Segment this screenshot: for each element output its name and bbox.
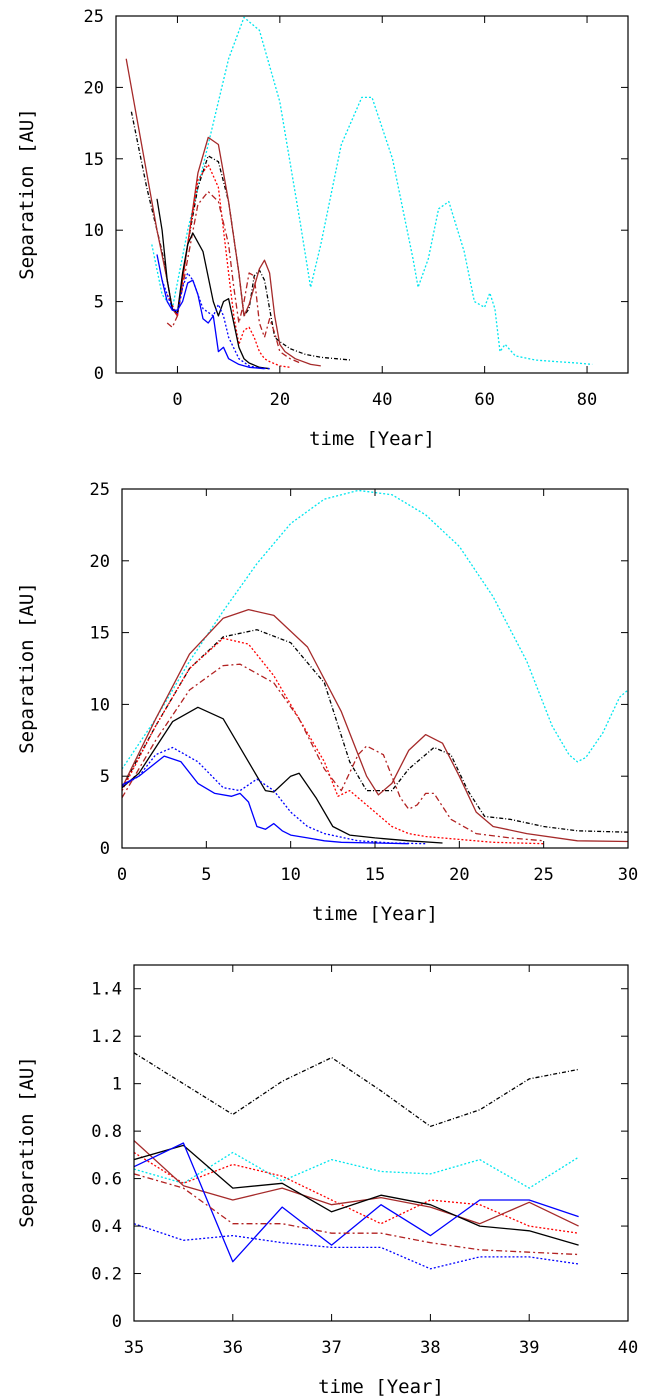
series-line-1 [151, 16, 593, 366]
x-tick-label: 10 [280, 865, 300, 885]
x-tick-label: 38 [420, 1338, 440, 1358]
x-axis-label: time [Year] [318, 1376, 444, 1398]
y-tick-label: 0.8 [91, 1122, 122, 1142]
chart-panel-top: 0 20 40 60 80 0 5 10 15 20 25 time [Year] Separation… [16, 7, 629, 450]
series-line-8 [134, 1223, 579, 1270]
y-axis-label: Separation [AU] [16, 108, 38, 280]
x-tick-label: 36 [223, 1338, 243, 1358]
y-tick-label: 10 [84, 221, 104, 241]
x-tick-label: 37 [321, 1338, 341, 1358]
y-axis-label: Separation [AU] [16, 1056, 38, 1228]
x-tick-label: 40 [372, 390, 392, 410]
y-axis-label: Separation [AU] [16, 582, 38, 754]
plot-frame [121, 488, 629, 849]
plot-frame [115, 15, 629, 374]
y-tick-label: 10 [90, 695, 110, 715]
chart-panel-bottom: 35 36 37 38 39 40 0 0.2 0.4 0.6 0.8 1 1.2 1.4 time [Ye… [16, 964, 638, 1398]
x-tick-label: 5 [201, 865, 211, 885]
y-tick-label: 0.2 [91, 1265, 122, 1285]
x-tick-label: 0 [117, 865, 127, 885]
series-line-3 [122, 608, 628, 843]
y-tick-label: 1.2 [91, 1027, 122, 1047]
series-line-5 [122, 663, 544, 842]
series-line-6 [156, 198, 270, 370]
series-line-2 [122, 629, 628, 833]
series-line-8 [156, 254, 265, 370]
x-axis-label: time [Year] [312, 903, 438, 925]
y-tick-label: 0 [112, 1312, 122, 1332]
series-line-6 [134, 1142, 579, 1263]
y-tick-label: 0 [94, 364, 104, 384]
y-tick-label: 5 [94, 293, 104, 313]
x-tick-label: 80 [577, 390, 597, 410]
y-tick-label: 0 [100, 839, 110, 859]
series-line-7 [161, 272, 270, 370]
y-tick-label: 25 [90, 480, 110, 500]
y-tick-label: 0.4 [91, 1217, 122, 1237]
series-line-7 [122, 746, 426, 845]
y-tick-label: 25 [84, 7, 104, 27]
y-tick-label: 1.4 [91, 980, 122, 1000]
x-tick-label: 30 [618, 865, 638, 885]
series-line-6 [122, 706, 443, 844]
x-tick-label: 60 [474, 390, 494, 410]
plot-frame [133, 964, 629, 1322]
series-line-2 [130, 111, 352, 361]
chart-panel-middle: 0 5 10 15 20 25 30 0 5 10 15 20 25 time [Year] Separat… [16, 480, 638, 925]
series-line-8 [122, 755, 409, 845]
x-tick-label: 20 [270, 390, 290, 410]
y-tick-label: 20 [90, 552, 110, 572]
series-line-4 [134, 1140, 579, 1227]
y-tick-label: 5 [100, 767, 110, 787]
x-tick-label: 39 [519, 1338, 539, 1358]
y-tick-label: 15 [84, 150, 104, 170]
series-line-3 [134, 1151, 579, 1234]
series-line-5 [134, 1144, 579, 1246]
x-tick-label: 20 [449, 865, 469, 885]
x-tick-label: 40 [618, 1338, 638, 1358]
x-tick-label: 25 [533, 865, 553, 885]
series-line-1 [122, 489, 628, 770]
x-tick-label: 35 [124, 1338, 144, 1358]
y-tick-label: 15 [90, 624, 110, 644]
series-line-4 [166, 163, 291, 368]
series-line-2 [134, 1151, 579, 1189]
series-line-1 [134, 1052, 579, 1128]
series-line-4 [122, 637, 544, 845]
y-tick-label: 20 [84, 78, 104, 98]
x-tick-label: 0 [172, 390, 182, 410]
x-tick-label: 15 [365, 865, 385, 885]
x-axis-label: time [Year] [309, 428, 435, 450]
y-tick-label: 0.6 [91, 1170, 122, 1190]
series-line-3 [125, 58, 321, 367]
series-line-5 [166, 190, 301, 364]
y-tick-label: 1 [112, 1075, 122, 1095]
